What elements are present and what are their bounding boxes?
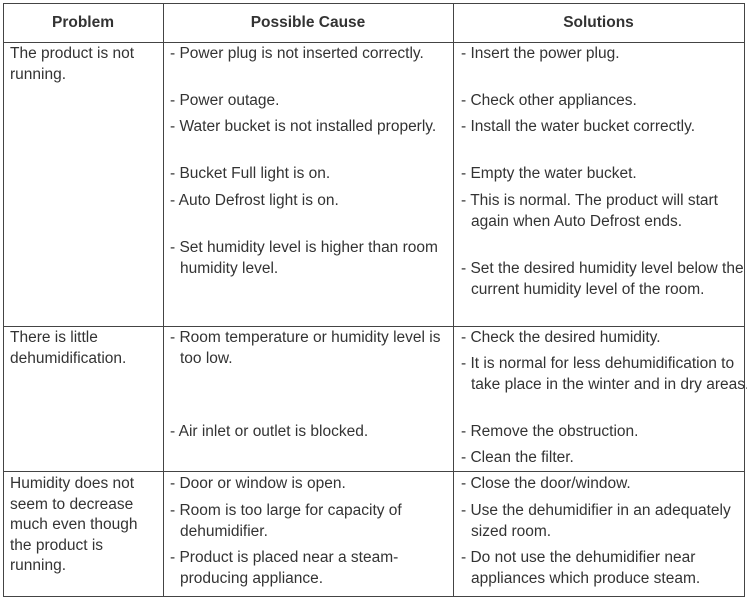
border	[744, 3, 745, 597]
border	[3, 596, 745, 597]
border	[453, 3, 454, 597]
solution-item: - It is normal for less dehumidification…	[461, 355, 747, 393]
solution-item: - Set the desired humidity level below t…	[461, 260, 744, 298]
border	[3, 3, 745, 4]
border	[163, 3, 164, 597]
solution-item: - Close the door/window.	[461, 475, 631, 492]
header-solutions: Solutions	[563, 14, 634, 31]
problem-cell: Humidity does not seem to decrease much …	[10, 475, 138, 574]
cause-item: - Door or window is open.	[170, 475, 346, 492]
border	[3, 471, 745, 472]
cause-item: - Auto Defrost light is on.	[170, 192, 339, 209]
cause-item: - Room temperature or humidity level is …	[170, 329, 441, 367]
header-cause: Possible Cause	[250, 14, 366, 31]
cause-item: - Power plug is not inserted correctly.	[170, 45, 424, 62]
cause-item: - Set humidity level is higher than room…	[170, 239, 438, 277]
cause-item: - Bucket Full light is on.	[170, 165, 331, 182]
solution-item: - Use the dehumidifier in an adequately …	[461, 502, 731, 540]
solution-item: - Insert the power plug.	[461, 45, 620, 62]
border	[3, 326, 745, 327]
border	[3, 42, 745, 43]
solution-item: - Check the desired humidity.	[461, 329, 661, 346]
cause-item: - Water bucket is not installed properly…	[170, 118, 437, 135]
problem-cell: There is little dehumidification.	[10, 329, 127, 367]
solution-item: - Empty the water bucket.	[461, 165, 637, 182]
cause-item: - Air inlet or outlet is blocked.	[170, 423, 369, 440]
header-problem: Problem	[51, 14, 114, 31]
problem-cell: The product is not running.	[10, 45, 135, 83]
solution-item: - Do not use the dehumidifier near appli…	[461, 549, 701, 587]
cause-item: - Room is too large for capacity of dehu…	[170, 502, 402, 540]
solution-item: - Install the water bucket correctly.	[461, 118, 696, 135]
solution-item: - Check other appliances.	[461, 92, 637, 109]
solution-item: - Remove the obstruction.	[461, 423, 639, 440]
solution-item: - This is normal. The product will start…	[461, 192, 718, 230]
border	[3, 3, 4, 597]
cause-item: - Product is placed near a steam-produci…	[170, 549, 399, 587]
solution-item: - Clean the filter.	[461, 449, 574, 466]
cause-item: - Power outage.	[170, 92, 280, 109]
